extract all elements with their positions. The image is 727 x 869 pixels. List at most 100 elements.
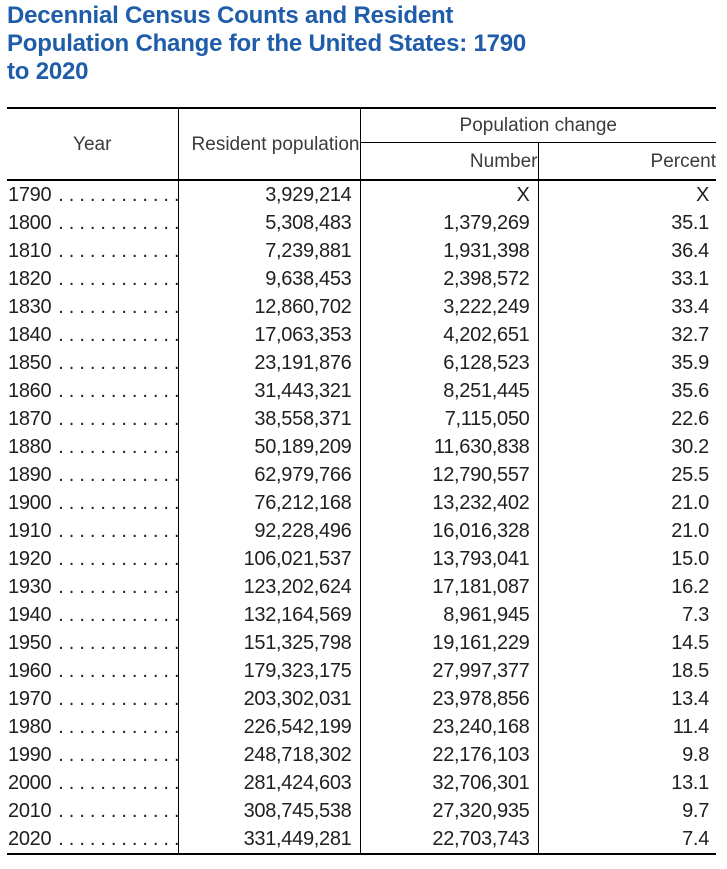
year-cell-content: 1820 . . . . . . . . . . . . . . . . . .… [7, 265, 177, 293]
year-value: 1810 [8, 240, 52, 262]
table-row: 1960 . . . . . . . . . . . . . . . . . .… [7, 657, 716, 685]
table-row: 1790 . . . . . . . . . . . . . . . . . .… [7, 180, 716, 209]
change-number-cell: 19,161,229 [360, 629, 539, 657]
population-change-group-header: Population change [360, 108, 717, 143]
page-title: Decennial Census Counts and Resident Pop… [7, 2, 527, 85]
table-row: 1900 . . . . . . . . . . . . . . . . . .… [7, 489, 716, 517]
year-cell-content: 1940 . . . . . . . . . . . . . . . . . .… [7, 601, 177, 629]
resident-population-cell: 5,308,483 [178, 209, 361, 237]
year-cell: 1840 . . . . . . . . . . . . . . . . . .… [7, 321, 179, 349]
dot-leader: . . . . . . . . . . . . . . . . . . . . … [58, 408, 177, 430]
year-cell: 1860 . . . . . . . . . . . . . . . . . .… [7, 377, 179, 405]
resident-population-cell: 226,542,199 [178, 713, 361, 741]
resident-population-cell: 38,558,371 [178, 405, 361, 433]
change-number-cell: 17,181,087 [360, 573, 539, 601]
change-percent-cell: 32.7 [671, 324, 710, 346]
dot-leader: . . . . . . . . . . . . . . . . . . . . … [58, 324, 177, 346]
dot-leader: . . . . . . . . . . . . . . . . . . . . … [58, 576, 177, 598]
resident-population-cell: 132,164,569 [178, 601, 361, 629]
header-row-sub: Number Percent [7, 142, 717, 181]
resident-population-cell: 76,212,168 [178, 489, 361, 517]
resident-population-cell: 31,443,321 [178, 377, 361, 405]
year-cell: 2010 . . . . . . . . . . . . . . . . . .… [7, 797, 179, 825]
year-cell: 1800 . . . . . . . . . . . . . . . . . .… [7, 209, 179, 237]
year-value: 1930 [8, 576, 52, 598]
table-row: 1840 . . . . . . . . . . . . . . . . . .… [7, 321, 716, 349]
table-row: 1880 . . . . . . . . . . . . . . . . . .… [7, 433, 716, 461]
change-number-cell: 11,630,838 [360, 433, 539, 461]
year-value: 1820 [8, 268, 52, 290]
change-percent-cell: 15.0 [671, 548, 710, 570]
change-number-cell: 13,793,041 [360, 545, 539, 573]
change-percent-cell: 33.4 [671, 296, 710, 318]
table-row: 1990 . . . . . . . . . . . . . . . . . .… [7, 741, 716, 769]
table-row: 1890 . . . . . . . . . . . . . . . . . .… [7, 461, 716, 489]
year-value: 1790 [8, 184, 52, 206]
resident-population-cell: 7,239,881 [178, 237, 361, 265]
table-row: 1860 . . . . . . . . . . . . . . . . . .… [7, 377, 716, 405]
change-number-cell: 13,232,402 [360, 489, 539, 517]
change-number-cell: 1,931,398 [360, 237, 539, 265]
year-cell-content: 1790 . . . . . . . . . . . . . . . . . .… [7, 181, 177, 209]
table-row: 1940 . . . . . . . . . . . . . . . . . .… [7, 601, 716, 629]
change-percent-cell: 11.4 [672, 716, 710, 738]
table-row: 1800 . . . . . . . . . . . . . . . . . .… [7, 209, 716, 237]
change-number-cell: 12,790,557 [360, 461, 539, 489]
year-cell-content: 1810 . . . . . . . . . . . . . . . . . .… [7, 237, 177, 265]
change-number-cell: 32,706,301 [360, 769, 539, 797]
change-percent-cell: 33.1 [671, 268, 710, 290]
year-value: 1850 [8, 352, 52, 374]
table-row: 2010 . . . . . . . . . . . . . . . . . .… [7, 797, 716, 825]
change-percent-cell: 18.5 [671, 660, 710, 682]
dot-leader: . . . . . . . . . . . . . . . . . . . . … [58, 436, 177, 458]
year-cell-content: 1840 . . . . . . . . . . . . . . . . . .… [7, 321, 177, 349]
year-value: 1900 [8, 492, 52, 514]
change-number-cell: 6,128,523 [360, 349, 539, 377]
change-number-cell: 16,016,328 [360, 517, 539, 545]
change-percent-cell: 9.7 [682, 800, 710, 822]
table-row: 2020 . . . . . . . . . . . . . . . . . .… [7, 825, 716, 854]
change-percent-cell: 35.1 [671, 212, 710, 234]
year-cell: 1990 . . . . . . . . . . . . . . . . . .… [7, 741, 179, 769]
resident-population-cell: 62,979,766 [178, 461, 361, 489]
change-number-cell: 27,997,377 [360, 657, 539, 685]
year-cell: 1820 . . . . . . . . . . . . . . . . . .… [7, 265, 179, 293]
resident-population-cell: 203,302,031 [178, 685, 361, 713]
change-percent-cell: 13.4 [671, 688, 710, 710]
year-cell-content: 1910 . . . . . . . . . . . . . . . . . .… [7, 517, 177, 545]
year-cell: 1870 . . . . . . . . . . . . . . . . . .… [7, 405, 179, 433]
dot-leader: . . . . . . . . . . . . . . . . . . . . … [58, 548, 177, 570]
change-percent-cell: 21.0 [671, 520, 710, 542]
resident-population-cell: 151,325,798 [178, 629, 361, 657]
year-cell: 1940 . . . . . . . . . . . . . . . . . .… [7, 601, 179, 629]
change-percent-cell: 16.2 [671, 576, 710, 598]
change-number-cell: 8,251,445 [360, 377, 539, 405]
year-value: 1800 [8, 212, 52, 234]
year-value: 1840 [8, 324, 52, 346]
change-number-cell: 23,978,856 [360, 685, 539, 713]
resident-population-cell: 9,638,453 [178, 265, 361, 293]
resident-population-cell: 308,745,538 [178, 797, 361, 825]
year-cell: 1880 . . . . . . . . . . . . . . . . . .… [7, 433, 179, 461]
year-cell: 1900 . . . . . . . . . . . . . . . . . .… [7, 489, 179, 517]
year-cell-content: 1870 . . . . . . . . . . . . . . . . . .… [7, 405, 177, 433]
resident-population-cell: 17,063,353 [178, 321, 361, 349]
year-cell: 1980 . . . . . . . . . . . . . . . . . .… [7, 713, 179, 741]
change-percent-cell: 25.5 [671, 464, 710, 486]
table-row: 1870 . . . . . . . . . . . . . . . . . .… [7, 405, 716, 433]
dot-leader: . . . . . . . . . . . . . . . . . . . . … [58, 828, 177, 850]
year-value: 2010 [8, 800, 52, 822]
year-value: 2020 [8, 828, 52, 850]
resident-population-cell: 106,021,537 [178, 545, 361, 573]
table-row: 1930 . . . . . . . . . . . . . . . . . .… [7, 573, 716, 601]
year-cell-content: 1860 . . . . . . . . . . . . . . . . . .… [7, 377, 177, 405]
table-row: 1820 . . . . . . . . . . . . . . . . . .… [7, 265, 716, 293]
census-table-body: 1790 . . . . . . . . . . . . . . . . . .… [7, 180, 716, 854]
resident-population-column-header: Resident population [178, 108, 361, 181]
change-percent-cell: 21.0 [671, 492, 710, 514]
year-cell-content: 2000 . . . . . . . . . . . . . . . . . .… [7, 769, 177, 797]
year-value: 1910 [8, 520, 52, 542]
table-row: 1980 . . . . . . . . . . . . . . . . . .… [7, 713, 716, 741]
dot-leader: . . . . . . . . . . . . . . . . . . . . … [58, 240, 177, 262]
year-cell: 2020 . . . . . . . . . . . . . . . . . .… [7, 825, 179, 854]
